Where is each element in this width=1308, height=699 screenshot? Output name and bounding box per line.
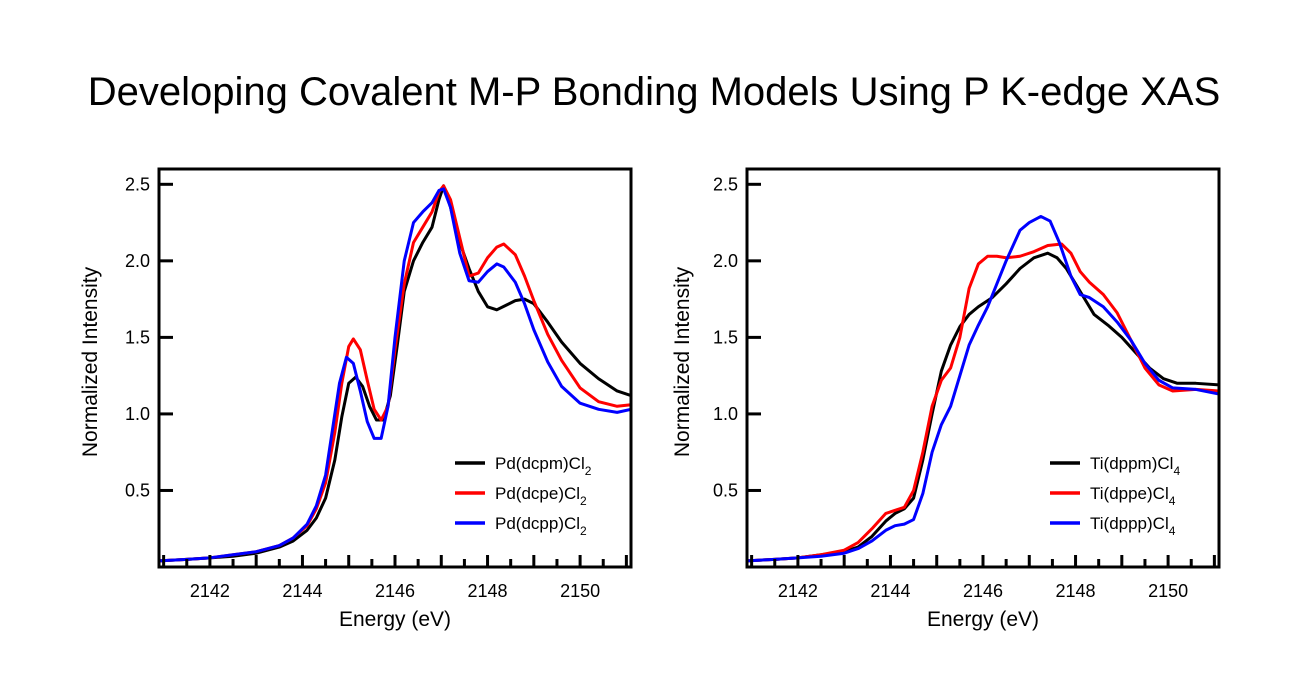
y-tick-label: 2.0 <box>713 251 738 271</box>
x-tick-label: 2148 <box>1056 581 1096 601</box>
y-tick-label: 1.5 <box>713 327 738 347</box>
legend-label-text: Ti(dppe)Cl <box>1090 484 1169 503</box>
legend-label-subscript: 4 <box>1169 494 1176 508</box>
legend-label-1: Ti(dppm)Cl4 <box>1090 454 1180 478</box>
legend-label-subscript: 2 <box>585 464 592 478</box>
legend-label-text: Pd(dcpp)Cl <box>495 514 580 533</box>
y-axis-label: Normalized Intensity <box>671 266 694 457</box>
y-tick-label: 2.5 <box>713 174 738 194</box>
x-tick-label: 2150 <box>1148 581 1188 601</box>
legend-label-subscript: 2 <box>580 494 587 508</box>
chart-panel-1: 2142 2144 2146 2148 2150 0.5 1.0 1.5 2.0 2.5 Energ… <box>79 167 633 631</box>
series-line-3 <box>159 187 631 563</box>
y-tick-label: 1.5 <box>125 327 150 347</box>
main-title: Developing Covalent M-P Bonding Models U… <box>87 70 1221 114</box>
x-tick-label: 2142 <box>778 581 818 601</box>
x-tick-label: 2144 <box>282 581 322 601</box>
legend-label-text: Pd(dcpm)Cl <box>495 454 585 473</box>
x-tick-label: 2146 <box>963 581 1003 601</box>
y-tick-label: 0.5 <box>713 480 738 500</box>
legend-label-2: Pd(dcpe)Cl2 <box>495 484 587 508</box>
series-line-3 <box>747 214 1219 563</box>
legend-label-subscript: 4 <box>1173 464 1180 478</box>
legend-label-2: Ti(dppe)Cl4 <box>1090 484 1176 508</box>
series-line-1 <box>747 251 1219 563</box>
x-axis-label: Energy (eV) <box>339 608 451 631</box>
y-tick-label: 2.0 <box>125 251 150 271</box>
y-tick-label: 2.5 <box>125 174 150 194</box>
legend-label-text: Pd(dcpe)Cl <box>495 484 580 503</box>
y-tick-label: 1.0 <box>713 404 738 424</box>
legend-label-3: Ti(dppp)Cl4 <box>1090 514 1176 538</box>
legend-label-1: Pd(dcpm)Cl2 <box>495 454 592 478</box>
x-tick-label: 2142 <box>190 581 230 601</box>
series-line-2 <box>747 242 1219 563</box>
x-axis-label: Energy (eV) <box>927 608 1039 631</box>
legend-label-text: Ti(dppp)Cl <box>1090 514 1169 533</box>
y-tick-label: 0.5 <box>125 480 150 500</box>
legend-label-subscript: 4 <box>1169 524 1176 538</box>
legend-label-3: Pd(dcpp)Cl2 <box>495 514 587 538</box>
series-line-2 <box>159 184 631 563</box>
y-tick-label: 1.0 <box>125 404 150 424</box>
x-tick-label: 2150 <box>560 581 600 601</box>
x-tick-label: 2148 <box>468 581 508 601</box>
legend-label-subscript: 2 <box>580 524 587 538</box>
legend-label-text: Ti(dppm)Cl <box>1090 454 1173 473</box>
x-tick-label: 2146 <box>375 581 415 601</box>
series-line-1 <box>159 184 631 563</box>
y-axis-label: Normalized Intensity <box>79 266 102 457</box>
chart-panel-2: 2142 2144 2146 2148 2150 0.5 1.0 1.5 2.0 2.5 Energ… <box>671 167 1221 631</box>
x-tick-label: 2144 <box>870 581 910 601</box>
